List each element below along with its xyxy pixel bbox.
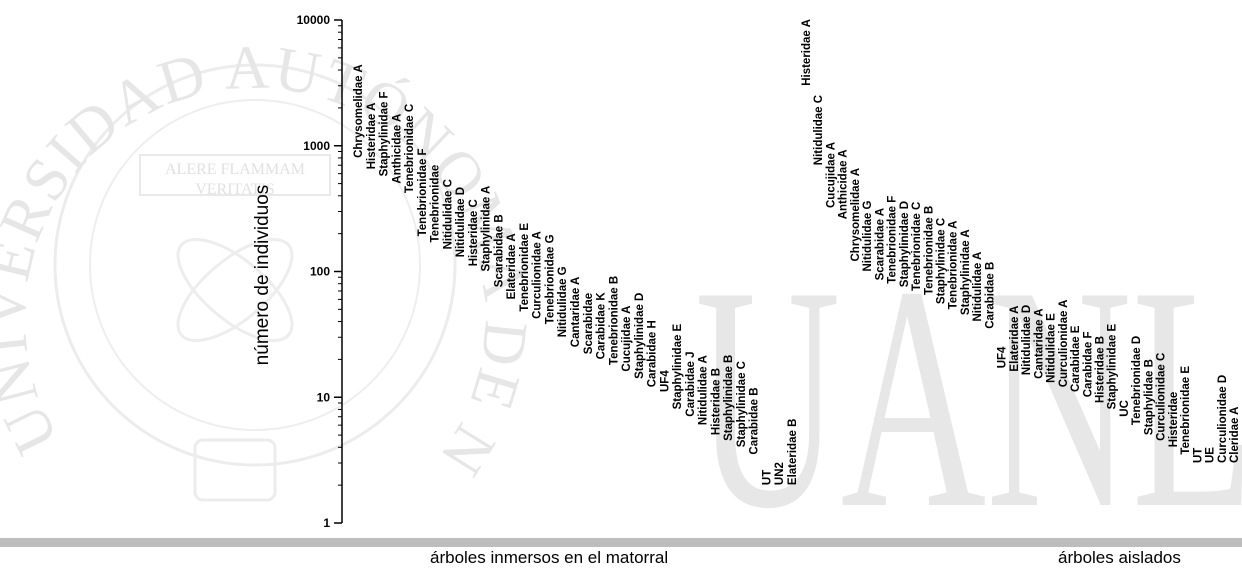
taxon-label: UF4 [659, 370, 671, 392]
taxon-label: Nitidulidae D [455, 187, 467, 257]
taxon-label: Chrysomelidae A [353, 64, 365, 158]
plot-area: Chrysomelidae A Histeridae A Staphylinidae… [353, 19, 1241, 485]
taxon-label: Elateridae A [1009, 306, 1021, 372]
baseline-band [0, 538, 1242, 547]
taxon-label: Staphylinidae B [723, 355, 735, 441]
taxon-label: Staphylinidae D [634, 293, 646, 379]
taxon-label: Carabidae H [647, 320, 659, 387]
taxon-label: Tenebrionidae C [911, 202, 923, 291]
taxon-label: Chrysomelidae A [850, 168, 862, 262]
taxon-label: Anthicidae A [838, 149, 850, 219]
taxon-label: Nitidulidae C [442, 179, 454, 249]
taxon-label: Histeridae C [468, 199, 480, 266]
taxon-label: Cantaridae A [1033, 308, 1045, 379]
taxon-label: UN2 [774, 462, 786, 485]
taxon-label: Scarabidae [583, 293, 595, 354]
taxon-label: UT [1192, 448, 1204, 463]
taxon-label: Staphylinidae A [481, 186, 493, 272]
taxon-label: Tenebrionidae G [545, 234, 557, 324]
taxon-label: Cleridae A [1229, 407, 1241, 463]
taxon-label: Nitidulidae C [813, 95, 825, 165]
watermark-logo-text: UANL [695, 221, 1242, 566]
taxon-label: Curculionidae D [1217, 375, 1229, 463]
taxon-label: Nitidulidae D [1021, 305, 1033, 375]
y-axis-label: número de individuos [252, 185, 273, 366]
watermark-motto-1: ALERE FLAMMAM [165, 161, 305, 178]
taxon-label: Tenebrionidae D [1131, 336, 1143, 425]
taxon-label: Nitidulidae E [1046, 313, 1058, 383]
y-tick-label: 10000 [297, 13, 331, 27]
taxon-label: UF4 [997, 346, 1009, 368]
taxon-label: Cantaridae A [570, 277, 582, 348]
y-tick-label: 1 [323, 516, 330, 530]
taxon-label: Carabidae B [749, 387, 761, 454]
taxon-label: Tenebrionidae A [948, 221, 960, 310]
taxon-label: Carabidae E [1070, 325, 1082, 392]
taxon-label: Cucujidae A [621, 306, 633, 372]
taxon-label: Tenebrionidae E [519, 223, 531, 312]
taxon-label: Anthicidae A [391, 114, 403, 184]
taxon-label: Scarabidae B [493, 214, 505, 287]
y-tick-label: 10 [317, 390, 331, 404]
taxon-label: Histeridae B [1095, 336, 1107, 403]
taxon-label: Curculionidae C [1156, 353, 1168, 441]
taxon-label: Carabidae J [685, 351, 697, 416]
taxon-label: Histeridae A [366, 103, 378, 170]
taxon-label: Carabidae B [984, 262, 996, 329]
taxon-label: Nitidulidae A [972, 252, 984, 322]
taxon-label: Histeridae B [710, 368, 722, 435]
group-label-matorral: árboles inmersos en el matorral [430, 548, 669, 567]
taxon-label: Tenebrionidae F [887, 196, 899, 284]
taxon-label: Scarabidae A [874, 208, 886, 280]
taxon-label: Curculionidae A [532, 231, 544, 319]
taxon-label: Staphylinidae E [672, 323, 684, 409]
taxon-label: Staphylinidae C [936, 218, 948, 304]
taxon-label: Tenebrionidae E [1180, 366, 1192, 455]
taxon-label: Tenebrionidae B [608, 276, 620, 365]
taxon-label: Staphylinidae E [1107, 323, 1119, 409]
y-axis: 1 10 100 1000 10000 [297, 13, 343, 530]
taxon-label: Nitidulidae A [698, 355, 710, 425]
taxon-label: Staphylinidae D [899, 201, 911, 287]
taxon-label: Cucujidae A [826, 142, 838, 208]
taxon-label: Carabidae K [596, 292, 608, 360]
taxon-label: Nitidulidae G [557, 266, 569, 337]
taxon-label: Tenebrionidae [430, 165, 442, 243]
group-label-aislados: árboles aislados [1058, 548, 1181, 567]
taxon-label: UE [1205, 447, 1217, 463]
taxon-label: Elateridae B [787, 419, 799, 485]
taxon-label: Staphylinidae A [960, 229, 972, 315]
taxon-label: UT [762, 470, 774, 485]
taxon-label: Elateridae A [506, 233, 518, 299]
taxon-label: UC [1119, 400, 1131, 417]
taxon-label: Staphylinidae C [736, 361, 748, 447]
watermark-motto-2: VERITATIS [195, 181, 275, 198]
taxon-label: Tenebrionidae C [404, 104, 416, 193]
taxon-label: Staphylidae B [1143, 359, 1155, 435]
taxon-label: Curculionidae A [1058, 300, 1070, 388]
taxon-label: Tenebrionidae B [923, 206, 935, 295]
taxon-label: Carabidae F [1082, 331, 1094, 397]
y-tick-label: 100 [310, 265, 330, 279]
taxon-label: Nitidulidae G [862, 201, 874, 272]
taxon-label: Staphylinidae F [379, 91, 391, 176]
taxon-label: Histeridae [1168, 392, 1180, 448]
taxon-label: Histeridae A [801, 19, 813, 86]
taxon-label: Tenebrionidae F [417, 148, 429, 236]
y-tick-label: 1000 [303, 139, 330, 153]
